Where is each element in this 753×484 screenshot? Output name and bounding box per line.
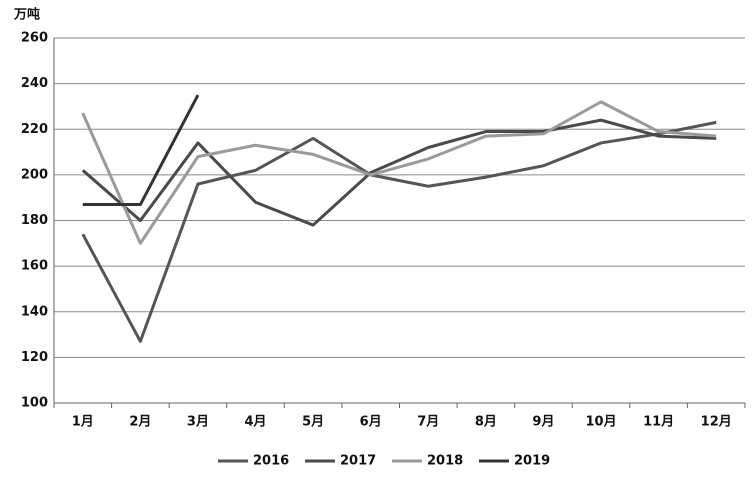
x-tick-label: 10月 bbox=[585, 415, 616, 430]
series-line bbox=[81, 120, 717, 343]
y-tick-label: 100 bbox=[21, 396, 48, 411]
series-line bbox=[81, 100, 717, 245]
y-tick-label: 120 bbox=[21, 350, 48, 365]
legend-label: 2017 bbox=[340, 454, 376, 469]
y-tick-label: 160 bbox=[21, 259, 48, 274]
x-tick-label: 9月 bbox=[532, 415, 554, 430]
series-line bbox=[82, 94, 200, 207]
legend-label: 2016 bbox=[253, 454, 289, 469]
x-tick-label: 2月 bbox=[129, 415, 151, 430]
series-line bbox=[81, 118, 717, 227]
x-tick-label: 8月 bbox=[475, 415, 497, 430]
y-tick-label: 260 bbox=[21, 31, 48, 46]
x-tick-label: 1月 bbox=[72, 415, 94, 430]
x-tick-label: 7月 bbox=[417, 415, 439, 430]
y-tick-label: 200 bbox=[21, 167, 48, 182]
legend-label: 2018 bbox=[427, 454, 463, 469]
y-tick-label: 180 bbox=[21, 213, 48, 228]
x-tick-label: 4月 bbox=[245, 415, 267, 430]
y-axis-label: 万吨 bbox=[13, 7, 40, 23]
x-tick-label: 3月 bbox=[187, 415, 209, 430]
y-tick-label: 240 bbox=[21, 76, 48, 91]
x-tick-label: 5月 bbox=[302, 415, 324, 430]
x-tick-label: 12月 bbox=[701, 415, 732, 430]
y-tick-label: 220 bbox=[21, 122, 48, 137]
legend-label: 2019 bbox=[514, 454, 550, 469]
y-tick-label: 140 bbox=[21, 304, 48, 319]
x-tick-label: 11月 bbox=[643, 415, 674, 430]
x-tick-label: 6月 bbox=[360, 415, 382, 430]
